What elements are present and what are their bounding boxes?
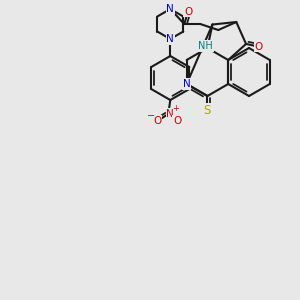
Text: O: O <box>173 116 182 126</box>
Text: O: O <box>184 7 192 16</box>
Text: NH: NH <box>198 41 213 51</box>
Text: N: N <box>183 79 190 89</box>
Text: O: O <box>153 116 161 126</box>
Text: S: S <box>204 103 211 116</box>
Text: O: O <box>255 42 263 52</box>
Text: −: − <box>147 111 155 121</box>
Text: N: N <box>167 4 174 14</box>
Text: N: N <box>167 109 174 119</box>
Text: +: + <box>172 103 179 112</box>
Text: N: N <box>167 34 174 44</box>
